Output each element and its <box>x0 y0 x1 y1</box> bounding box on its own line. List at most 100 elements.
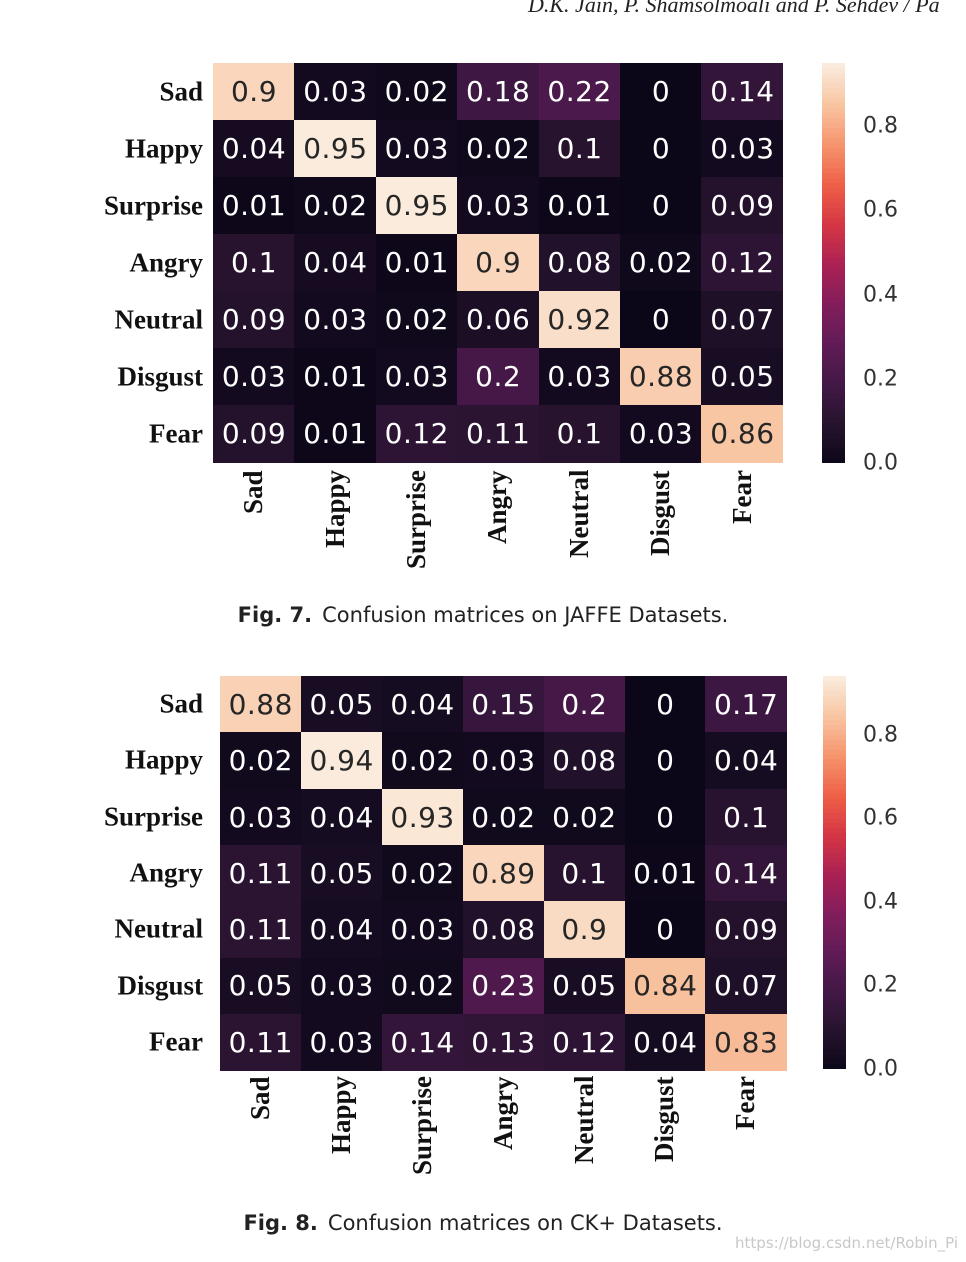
colorbar-segment <box>822 448 845 454</box>
colorbar-segment <box>823 1029 846 1036</box>
running-header: D.K. Jain, P. Shamsolmoali and P. Sehdev… <box>528 0 940 17</box>
colorbar-segment <box>823 916 846 923</box>
colorbar-segment <box>822 88 845 94</box>
colorbar <box>823 676 846 1069</box>
heatmap-cell: 0.2 <box>457 348 540 406</box>
colorbar-segment <box>823 1010 846 1016</box>
colorbar-segment <box>822 333 845 339</box>
colorbar-segment <box>822 118 845 124</box>
colorbar-segment <box>823 744 846 751</box>
row-label: Disgust <box>117 361 203 391</box>
heatmap-cell: 0.01 <box>624 844 706 902</box>
heatmap-cell: 0.88 <box>620 348 702 406</box>
heatmap-cell: 0.1 <box>543 844 626 902</box>
heatmap-cell: 0.02 <box>294 177 377 235</box>
heatmap-cell: 0.04 <box>705 732 787 790</box>
heatmap-cell: 0.13 <box>462 1013 545 1071</box>
caption-fig7: Fig. 7. Confusion matrices on JAFFE Datas… <box>0 603 966 627</box>
heatmap-cell: 0.17 <box>705 676 787 733</box>
colorbar-segment <box>822 133 845 139</box>
colorbar-segment <box>823 1000 846 1006</box>
heatmap-cell: 0.9 <box>213 63 295 121</box>
colorbar-segment <box>822 423 845 429</box>
colorbar-segment <box>823 754 846 761</box>
heatmap-cell: 0.04 <box>300 788 383 846</box>
colorbar-segment <box>822 453 845 459</box>
colorbar-tick: 0.4 <box>863 282 898 308</box>
heatmap-cell: 0.01 <box>375 234 458 292</box>
colorbar-segment <box>823 882 846 888</box>
colorbar-segment <box>823 700 846 707</box>
heatmap-cell: 0.94 <box>300 732 383 790</box>
heatmap-cell: 0.08 <box>462 901 545 959</box>
colorbar-segment <box>822 73 845 79</box>
heatmap-cell: 0.84 <box>624 957 706 1015</box>
colorbar-segment <box>823 774 846 780</box>
heatmap-cell: 0.09 <box>701 177 784 235</box>
colorbar-segment <box>822 238 845 244</box>
heatmap-cell: 0 <box>620 63 702 121</box>
heatmap-cell: 0.03 <box>457 177 540 235</box>
colorbar-segment <box>823 921 846 928</box>
colorbar-segment <box>823 759 846 766</box>
heatmap-cell: 0.15 <box>462 676 545 733</box>
heatmap-cell: 0 <box>624 676 706 733</box>
colorbar-segment <box>822 308 845 314</box>
col-label: Happy <box>325 1075 356 1154</box>
colorbar-segment <box>822 398 845 404</box>
colorbar-segment <box>823 862 846 869</box>
colorbar-segment <box>823 1049 846 1055</box>
colorbar-segment <box>823 936 846 942</box>
colorbar-segment <box>822 183 845 189</box>
row-label: Fear <box>149 1026 203 1057</box>
colorbar-segment <box>823 931 846 937</box>
colorbar-segment <box>822 223 845 229</box>
colorbar-segment <box>823 833 846 839</box>
caption-text: Confusion matrices on JAFFE Datasets. <box>322 603 729 627</box>
colorbar-segment <box>822 343 845 349</box>
heatmap-cell: 0.02 <box>381 957 464 1015</box>
colorbar-segment <box>822 153 845 159</box>
heatmap-cell: 0.03 <box>294 63 377 121</box>
heatmap-cell: 0.86 <box>701 405 784 463</box>
colorbar-segment <box>823 956 846 962</box>
colorbar-segment <box>822 108 845 114</box>
heatmap-cell: 0.11 <box>220 901 302 959</box>
colorbar-segment <box>823 1024 846 1031</box>
colorbar-segment <box>822 228 845 234</box>
col-label: Angry <box>487 1076 518 1151</box>
colorbar-segment <box>823 951 846 957</box>
colorbar-segment <box>822 298 845 304</box>
colorbar-segment <box>822 358 845 364</box>
colorbar-segment <box>822 273 845 279</box>
heatmap-cell: 0.1 <box>213 234 295 292</box>
colorbar-tick: 0.8 <box>863 722 898 748</box>
colorbar-segment <box>823 803 846 810</box>
heatmap-cell: 0.08 <box>543 732 626 790</box>
colorbar-segment <box>822 293 845 299</box>
colorbar-segment <box>822 383 845 389</box>
heatmap-cell: 0.11 <box>220 1013 302 1071</box>
heatmap-cell: 0.18 <box>457 63 540 121</box>
heatmap-cell: 0.05 <box>701 348 784 406</box>
heatmap-cell: 0.1 <box>538 405 621 463</box>
colorbar-segment <box>823 892 846 898</box>
colorbar-segment <box>823 911 846 918</box>
colorbar-segment <box>823 867 846 874</box>
heatmap-cell: 0.05 <box>220 957 302 1015</box>
row-label: Sad <box>159 76 203 106</box>
col-label: Fear <box>730 1076 761 1130</box>
colorbar-segment <box>823 749 846 756</box>
heatmap-cell: 0.04 <box>213 120 295 178</box>
colorbar-segment <box>823 906 846 913</box>
heatmap-cell: 0.04 <box>381 676 464 733</box>
heatmap-cell: 0.02 <box>620 234 702 292</box>
heatmap-cell: 0.06 <box>457 291 540 349</box>
colorbar-tick: 0.8 <box>863 113 898 139</box>
heatmap-cell: 0.02 <box>543 788 626 846</box>
heatmap-cell: 0 <box>620 291 702 349</box>
colorbar-segment <box>823 1054 846 1060</box>
col-label: Sad <box>238 470 269 514</box>
row-label: Disgust <box>117 970 203 1001</box>
colorbar-segment <box>822 378 845 384</box>
